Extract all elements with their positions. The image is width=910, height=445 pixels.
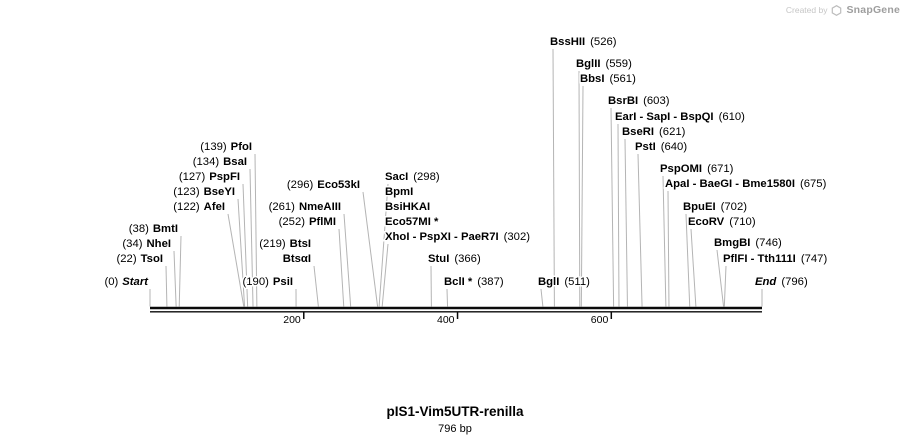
callout-line (662, 175, 667, 307)
callout-line (690, 228, 697, 307)
callout-line (624, 138, 628, 307)
callout-line (343, 213, 352, 307)
enzyme-site-label: BglI (511) (538, 276, 590, 288)
enzyme-site-label: (122) AfeI (173, 201, 225, 213)
callout-line (610, 107, 615, 307)
end-label: End (796) (755, 276, 808, 288)
enzyme-site-label: Eco57MI * (385, 216, 439, 228)
enzyme-site-label: (219) BtsI (259, 238, 311, 250)
enzyme-site-label: (296) Eco53kI (287, 179, 360, 191)
callout-line (242, 183, 249, 307)
enzyme-site-label: BtsαI (283, 253, 311, 265)
enzyme-site-label: PspOMI (671) (660, 163, 734, 175)
enzyme-site-label: BmgBI (746) (714, 237, 782, 249)
snapgene-logo-icon (831, 4, 842, 16)
enzyme-site-label: XhoI - PspXI - PaeR7I (302) (385, 231, 530, 243)
enzyme-site-label: BglII (559) (576, 58, 632, 70)
callout-line (178, 235, 182, 307)
callout-line (578, 70, 581, 307)
enzyme-site-label: ApaI - BaeGI - Bme1580I (675) (665, 178, 827, 190)
snapgene-watermark: Created by SnapGene (786, 4, 900, 16)
callout-line (552, 48, 555, 307)
callout-line (249, 168, 254, 307)
enzyme-site-label: (134) BsaI (193, 156, 247, 168)
callout-line (338, 228, 345, 307)
start-label: (0) Start (104, 276, 149, 288)
watermark-brand: SnapGene (846, 4, 900, 16)
watermark-created-by: Created by (785, 5, 828, 15)
callout-line (237, 198, 246, 307)
enzyme-site-label: BssHII (526) (550, 36, 617, 48)
callout-line (617, 123, 620, 307)
scale-tick-label: 200 (283, 314, 301, 326)
enzyme-site-label: (22) TsoI (117, 253, 163, 265)
enzyme-site-label: PstI (640) (635, 141, 687, 153)
scale-tick-label: 400 (437, 314, 455, 326)
enzyme-site-label: PflFI - Tth111I (747) (723, 253, 827, 265)
callout-line (685, 213, 691, 307)
enzyme-site-label: (127) PspFI (179, 171, 240, 183)
callout-line (254, 153, 258, 307)
enzyme-site-label: EcoRV (710) (688, 216, 756, 228)
enzyme-site-label: BseRI (621) (622, 126, 686, 138)
enzyme-site-label: BpuEI (702) (683, 201, 747, 213)
callout-line (378, 183, 389, 307)
enzyme-site-label: (261) NmeAIII (269, 201, 341, 213)
callout-line (723, 265, 727, 307)
plasmid-length: 796 bp (438, 423, 472, 435)
callout-line (637, 153, 643, 307)
callout-line (362, 191, 379, 307)
enzyme-site-label: BpmI (385, 186, 413, 198)
callout-line (446, 288, 449, 307)
enzyme-site-label: (139) PfoI (200, 141, 252, 153)
enzyme-site-label: SacI (298) (385, 171, 440, 183)
enzyme-site-label: (252) PflMI (279, 216, 336, 228)
callout-line (381, 243, 389, 307)
enzyme-site-label: BsiHKAI (385, 201, 430, 213)
enzyme-site-label: (123) BseYI (173, 186, 235, 198)
callout-line (313, 265, 319, 307)
callout-line (165, 265, 168, 307)
callout-line (716, 249, 725, 307)
enzyme-site-label: EarI - SapI - BspQI (610) (615, 111, 745, 123)
callout-line (667, 190, 670, 307)
enzyme-site-label: BclI * (387) (444, 276, 504, 288)
enzyme-site-label: StuI (366) (428, 253, 481, 265)
enzyme-site-label: (38) BmtI (129, 223, 178, 235)
scale-tick-label: 600 (591, 314, 609, 326)
callout-line (580, 85, 584, 307)
callout-line (540, 288, 544, 307)
enzyme-site-label: (34) NheI (122, 238, 171, 250)
enzyme-site-label: BsrBI (603) (608, 95, 670, 107)
plasmid-title: pIS1-Vim5UTR-renilla (386, 404, 524, 419)
callout-line (227, 213, 245, 307)
enzyme-site-label: (190) PsiI (243, 276, 293, 288)
enzyme-site-label: BbsI (561) (580, 73, 636, 85)
callout-line (173, 250, 177, 307)
